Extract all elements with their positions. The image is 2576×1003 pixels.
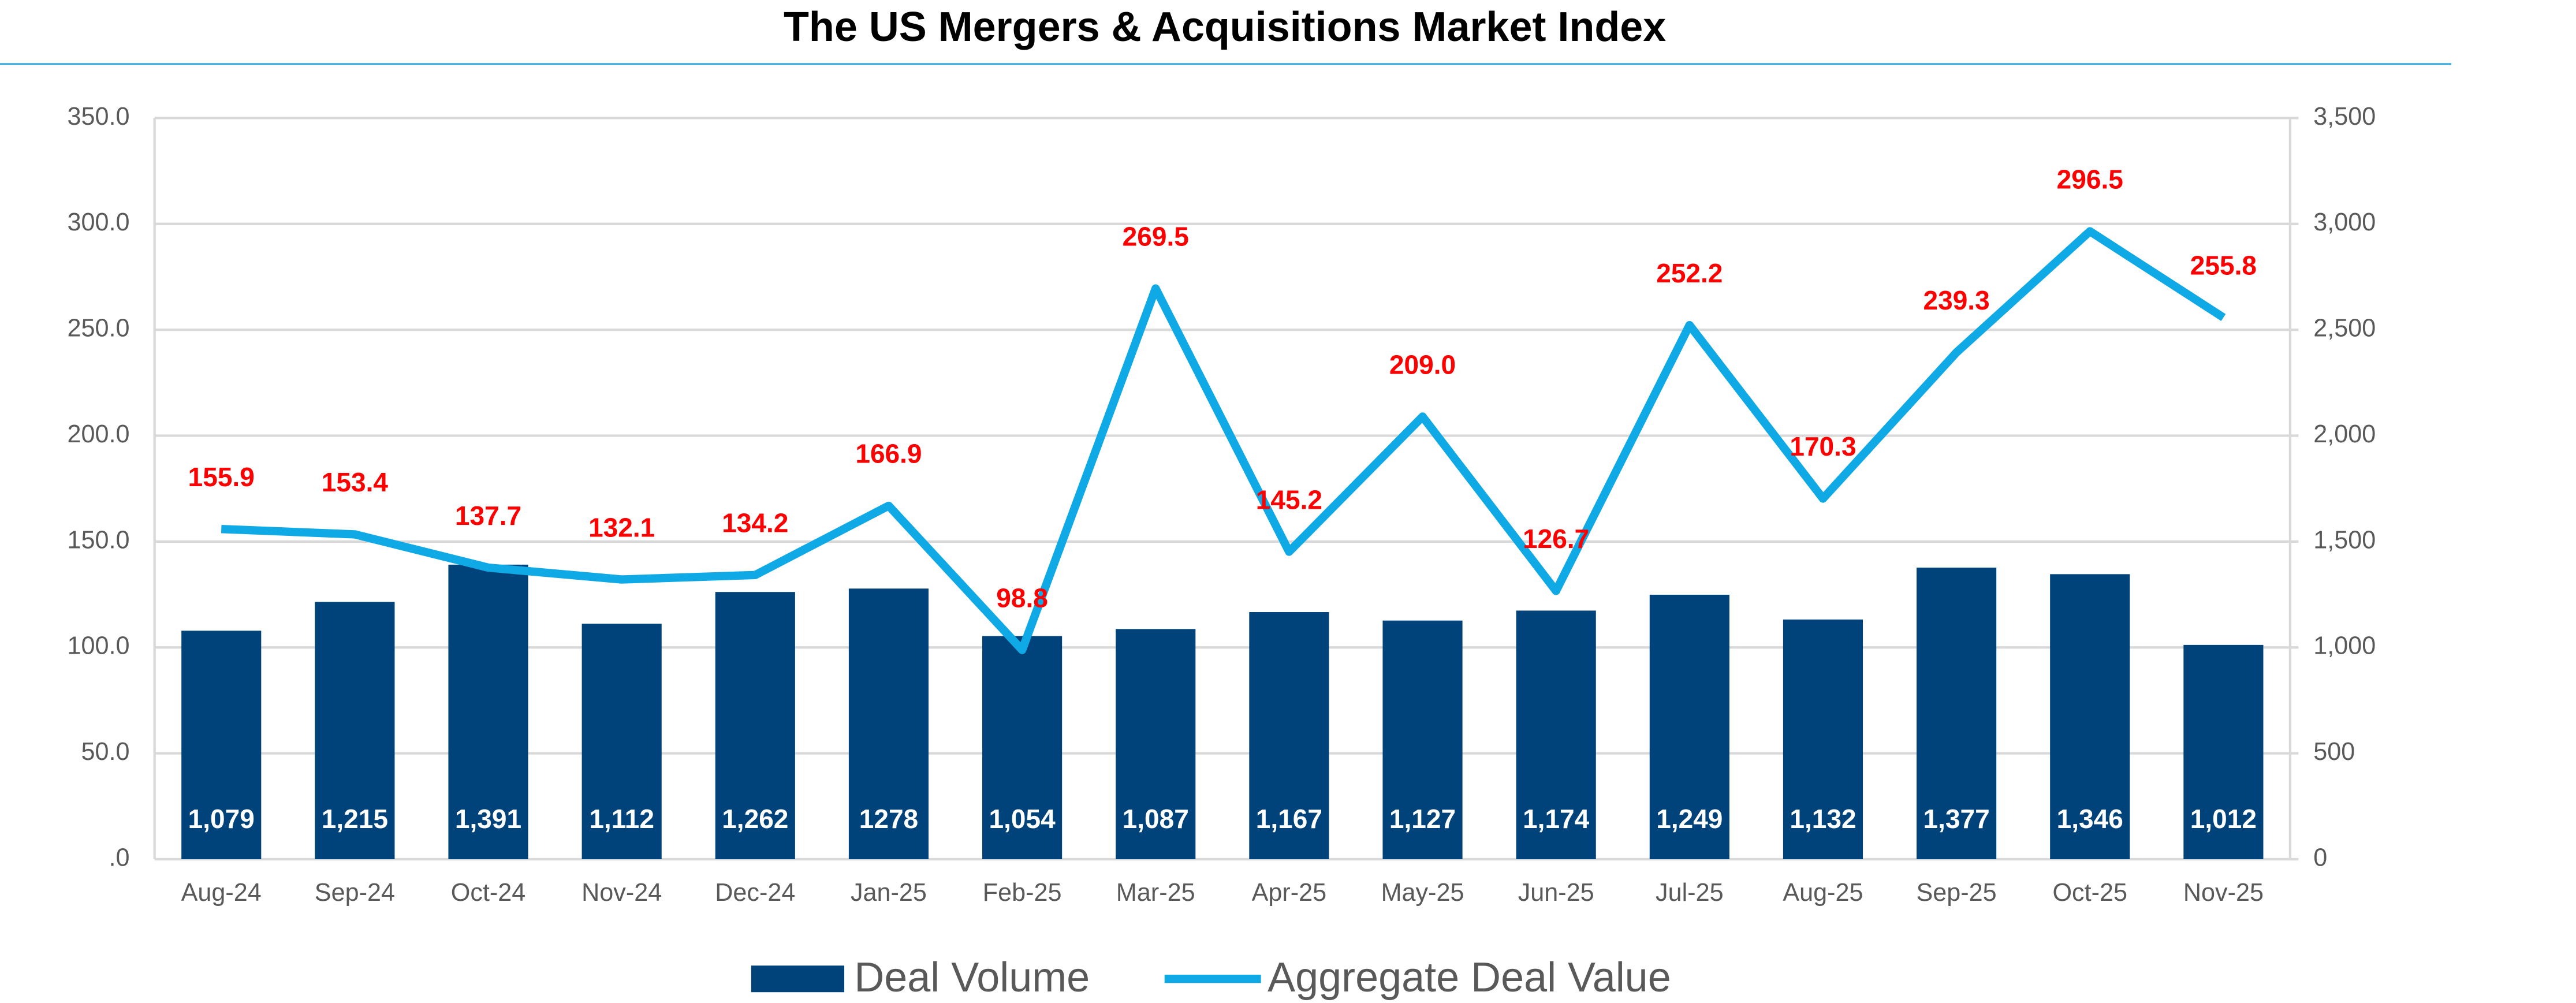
line-value-label: 296.5 xyxy=(2057,164,2123,194)
bar xyxy=(1382,620,1463,860)
y2-tick-label: 2,000 xyxy=(2313,420,2376,448)
y-tick-label: 200.0 xyxy=(67,420,129,448)
legend-swatch xyxy=(751,965,845,993)
x-tick-label: Nov-24 xyxy=(581,879,662,907)
x-tick-label: Jul-25 xyxy=(1656,879,1724,907)
x-tick-label: Oct-24 xyxy=(451,879,526,907)
y2-tick-label: 3,000 xyxy=(2313,208,2376,236)
line-value-label: 252.2 xyxy=(1656,258,1723,288)
bar-value-label: 1,346 xyxy=(2057,804,2123,834)
bar-value-label: 1,112 xyxy=(589,804,654,834)
bar-value-label: 1,054 xyxy=(989,804,1056,834)
y-tick-label: 50.0 xyxy=(81,738,129,766)
bar-value-label: 1,127 xyxy=(1389,804,1456,834)
x-tick-label: Feb-25 xyxy=(983,879,1062,907)
x-tick-label: Sep-25 xyxy=(1917,879,1997,907)
bar xyxy=(315,602,395,860)
line-value-label: 153.4 xyxy=(322,467,389,497)
bar xyxy=(581,624,662,860)
y2-tick-label: 0 xyxy=(2313,844,2327,871)
x-tick-label: Apr-25 xyxy=(1252,879,1327,907)
bar xyxy=(982,636,1063,860)
bar xyxy=(448,564,528,860)
bar-value-label: 1,167 xyxy=(1256,804,1322,834)
y-tick-label: 150.0 xyxy=(67,526,129,554)
bar xyxy=(2183,644,2264,860)
line-value-label: 155.9 xyxy=(188,462,255,492)
bar-value-label: 1,391 xyxy=(455,804,521,834)
line-value-label: 137.7 xyxy=(455,501,521,531)
line-value-label: 126.7 xyxy=(1523,524,1589,554)
bar-value-label: 1,079 xyxy=(188,804,255,834)
bar-value-label: 1,174 xyxy=(1523,804,1590,834)
y-tick-label: .0 xyxy=(109,844,129,871)
y2-tick-label: 1,500 xyxy=(2313,526,2376,554)
bar xyxy=(1516,610,1596,860)
y-tick-label: 250.0 xyxy=(67,315,129,342)
bar xyxy=(1249,612,1329,860)
y-tick-label: 350.0 xyxy=(67,103,129,130)
x-tick-label: Aug-25 xyxy=(1783,879,1863,907)
line-value-label: 170.3 xyxy=(1790,431,1856,461)
line-value-label: 166.9 xyxy=(855,439,922,469)
bar xyxy=(1917,567,1997,860)
line-value-label: 132.1 xyxy=(588,512,655,542)
bar xyxy=(848,588,929,860)
x-tick-label: Oct-25 xyxy=(2052,879,2127,907)
line-value-label: 269.5 xyxy=(1123,221,1189,251)
bar-value-label: 1,215 xyxy=(322,804,388,834)
x-tick-label: Aug-24 xyxy=(181,879,262,907)
legend-label: Deal Volume xyxy=(854,954,1090,1001)
bar xyxy=(2050,574,2130,860)
x-tick-label: May-25 xyxy=(1381,879,1464,907)
bar xyxy=(181,631,262,860)
x-tick-label: Sep-24 xyxy=(315,879,395,907)
y2-tick-label: 500 xyxy=(2313,738,2355,766)
bar-value-label: 1,012 xyxy=(2190,804,2257,834)
line-value-label: 209.0 xyxy=(1389,349,1456,379)
y2-tick-label: 3,500 xyxy=(2313,103,2376,130)
bar-value-label: 1,132 xyxy=(1790,804,1856,834)
bar-value-label: 1,262 xyxy=(722,804,788,834)
bar-value-label: 1,087 xyxy=(1123,804,1189,834)
bar-value-label: 1278 xyxy=(859,804,918,834)
x-tick-label: Mar-25 xyxy=(1116,879,1195,907)
x-tick-label: Jun-25 xyxy=(1518,879,1594,907)
bar-value-label: 1,249 xyxy=(1656,804,1723,834)
line-value-label: 98.8 xyxy=(996,583,1048,613)
x-tick-label: Nov-25 xyxy=(2183,879,2264,907)
chart-title: The US Mergers & Acquisitions Market Ind… xyxy=(784,4,1666,50)
legend-label: Aggregate Deal Value xyxy=(1268,954,1671,1001)
line xyxy=(221,227,2226,654)
line-value-label: 255.8 xyxy=(2190,251,2257,281)
y2-tick-label: 1,000 xyxy=(2313,632,2376,660)
line-value-label: 145.2 xyxy=(1256,484,1322,514)
y-tick-label: 100.0 xyxy=(67,632,129,660)
line-value-label: 239.3 xyxy=(1923,285,1990,315)
bar-value-label: 1,377 xyxy=(1923,804,1990,834)
bar xyxy=(1783,619,1863,860)
bar xyxy=(715,592,795,860)
x-tick-label: Jan-25 xyxy=(851,879,927,907)
line-value-label: 134.2 xyxy=(722,508,788,538)
y-tick-label: 300.0 xyxy=(67,208,129,236)
bar xyxy=(1649,594,1729,860)
x-tick-label: Dec-24 xyxy=(715,879,795,907)
y2-tick-label: 2,500 xyxy=(2313,315,2376,342)
bar xyxy=(1116,629,1196,860)
